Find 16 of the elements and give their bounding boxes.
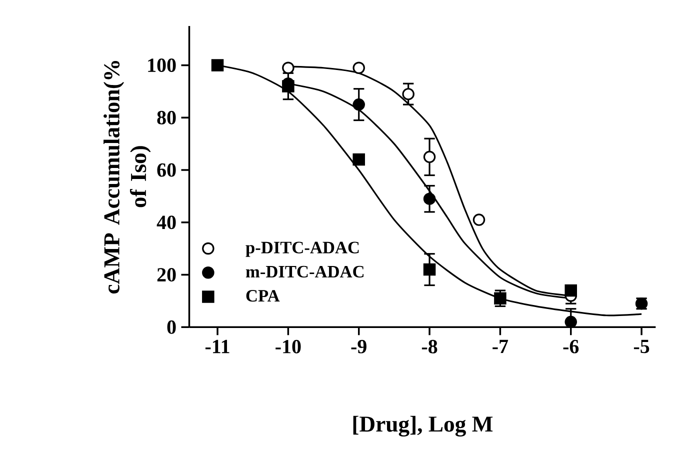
x-tick-label: -5 — [634, 340, 650, 354]
legend-label: m-DITC-ADAC — [246, 266, 364, 278]
x-tick-label: -11 — [205, 340, 230, 354]
legend-label: p-DITC-ADAC — [246, 242, 359, 258]
y-tick-label: 40 — [156, 216, 176, 230]
y-tick-label: 80 — [157, 111, 176, 124]
x-tick-label: -8 — [422, 340, 438, 354]
x-tick-label: -9 — [351, 340, 366, 354]
legend-label: CPA — [246, 290, 280, 302]
y-tick-label: 20 — [157, 268, 176, 282]
x-tick-label: -10 — [276, 340, 301, 354]
x-axis-title: [Drug], Log M — [353, 416, 493, 437]
y-tick-label: 0 — [167, 320, 176, 334]
x-tick-label: -6 — [563, 340, 579, 354]
x-tick-label: -7 — [492, 340, 508, 354]
y-tick-label: 60 — [157, 163, 176, 177]
